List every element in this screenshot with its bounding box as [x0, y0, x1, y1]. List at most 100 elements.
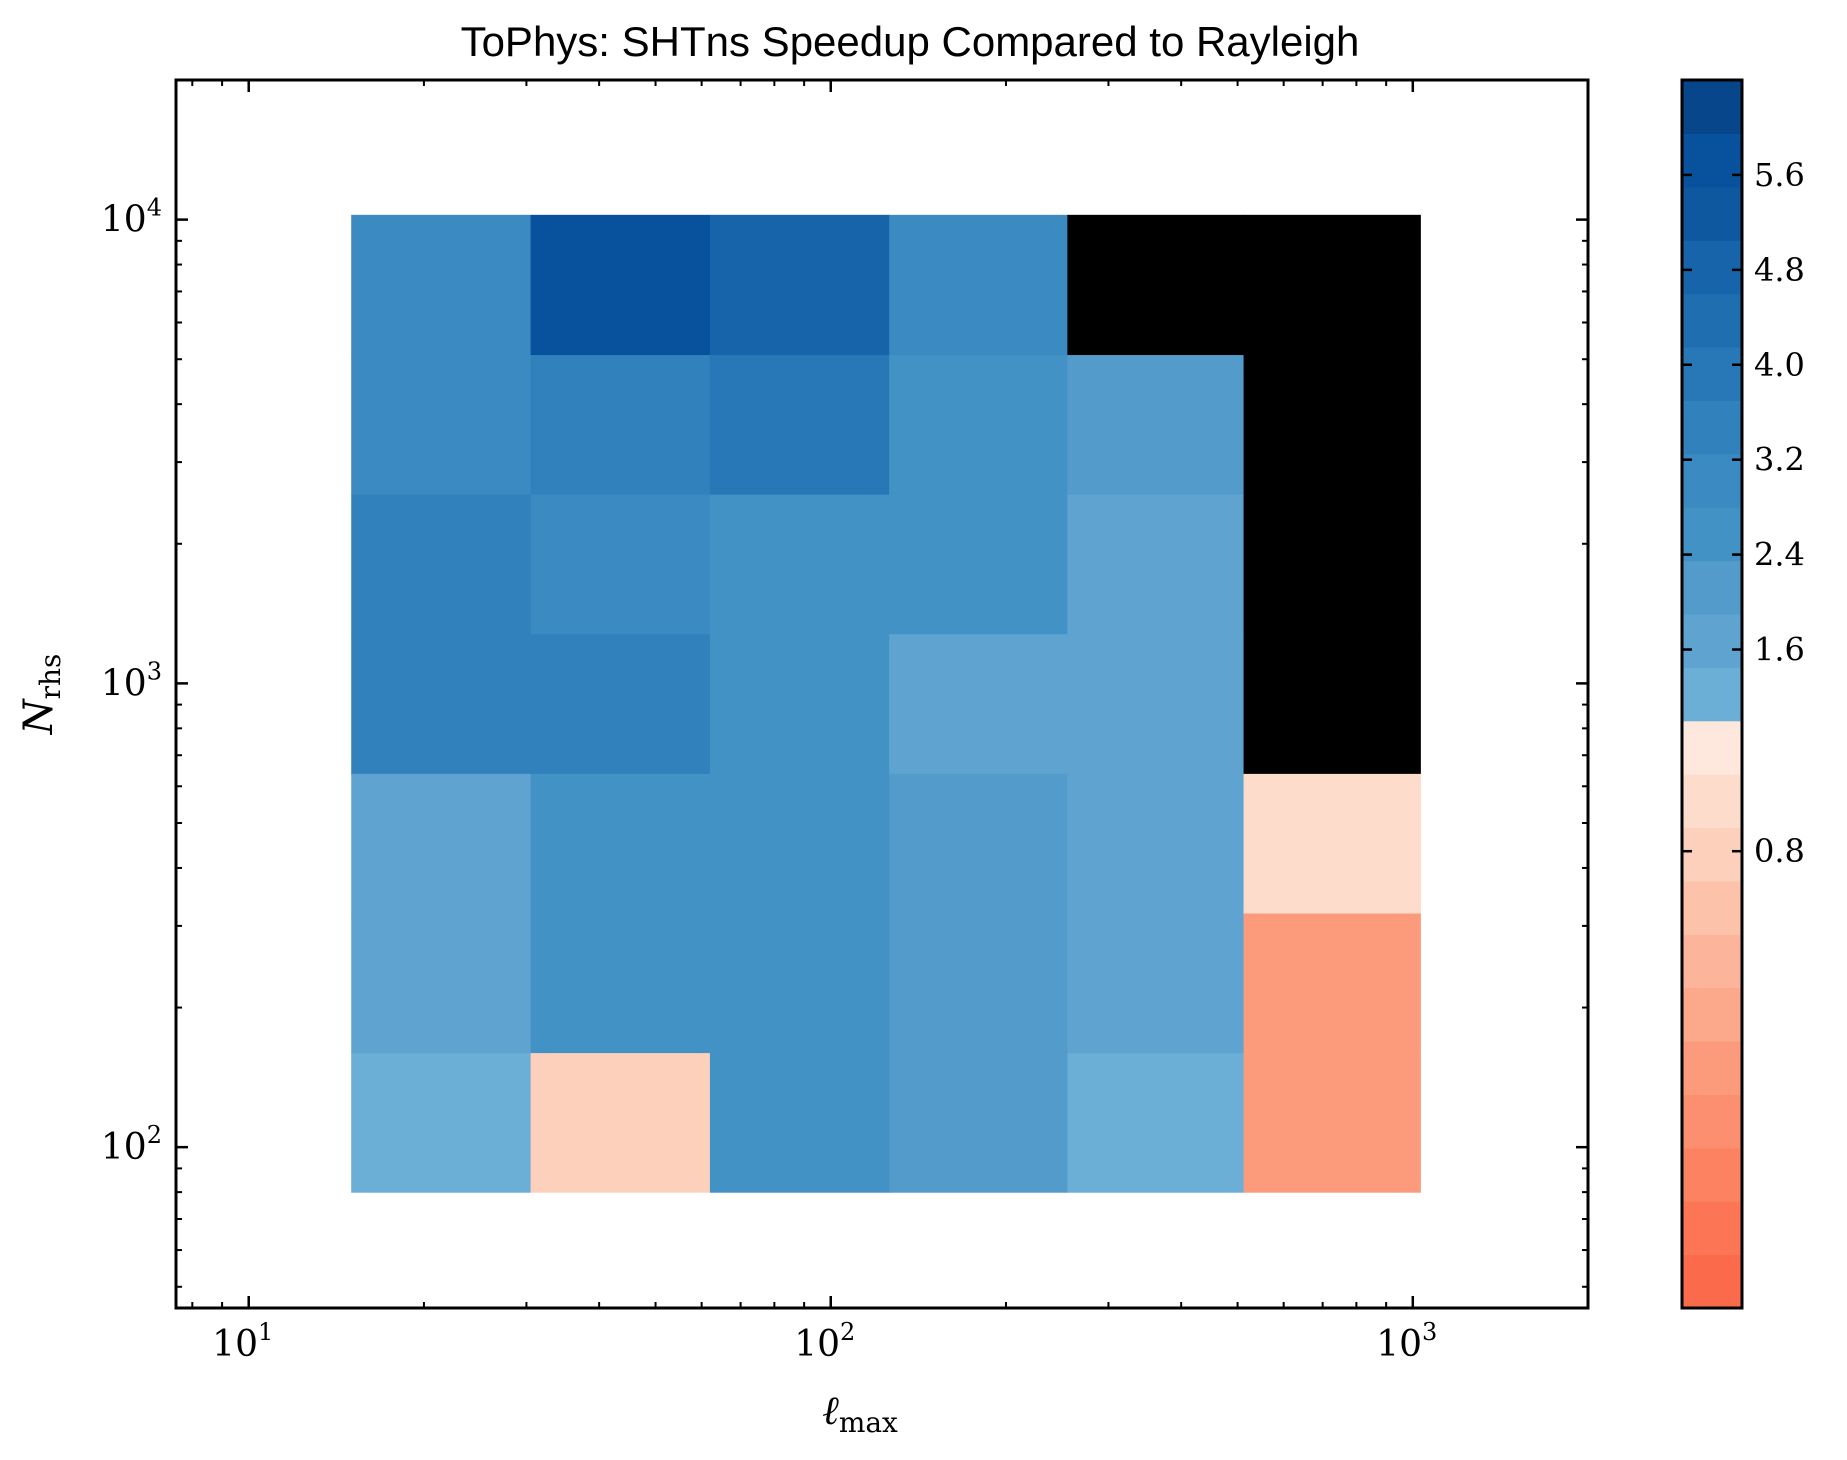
- heatmap-cell: [1243, 494, 1421, 635]
- heatmap-cell: [889, 354, 1068, 495]
- colorbar-segment: [1682, 667, 1742, 722]
- colorbar-segment: [1682, 934, 1742, 989]
- x-tick-label: 103: [1376, 1318, 1437, 1365]
- y-tick-exponent: 3: [147, 657, 162, 685]
- y-tick-base: 10: [101, 200, 147, 241]
- y-tick-label: 104: [101, 194, 162, 241]
- colorbar-ticks: 1.6 2.4 3.2 4.0 4.8 5.6 0.8: [1682, 156, 1805, 870]
- heatmap-cell: [1243, 633, 1421, 774]
- colorbar-segment: [1682, 1041, 1742, 1096]
- x-tick-exponent: 2: [840, 1318, 855, 1346]
- heatmap-cell: [709, 214, 890, 356]
- colorbar-segment: [1682, 987, 1742, 1042]
- colorbar-segments: [1682, 80, 1742, 1309]
- colorbar-segment: [1682, 80, 1742, 134]
- heatmap-cell: [1067, 773, 1245, 914]
- heatmap-cell: [709, 1052, 890, 1193]
- heatmap-cell: [1067, 912, 1245, 1054]
- heatmap-cell: [1243, 773, 1421, 914]
- colorbar-segment: [1682, 1254, 1742, 1309]
- colorbar-tick-label: 4.8: [1754, 251, 1805, 289]
- heatmap-cells: [351, 214, 1421, 1193]
- heatmap-cell: [1243, 354, 1421, 495]
- colorbar-segment: [1682, 346, 1742, 401]
- colorbar-tick-label: 5.6: [1754, 156, 1805, 194]
- heatmap-cell: [1067, 1052, 1245, 1193]
- heatmap-cell: [351, 773, 532, 914]
- colorbar-tick-label: 0.8: [1754, 832, 1805, 870]
- heatmap-cell: [530, 214, 711, 356]
- heatmap-cell: [709, 633, 890, 774]
- heatmap-cell: [351, 1052, 532, 1193]
- y-tick-exponent: 2: [147, 1121, 162, 1149]
- y-axis-label: Nrhs: [16, 654, 67, 736]
- colorbar-segment: [1682, 453, 1742, 508]
- colorbar-frame: [1680, 78, 1744, 1310]
- y-axis-label-sub: rhs: [34, 654, 67, 700]
- heatmap-cell: [889, 633, 1068, 774]
- x-tick-base: 10: [212, 1324, 258, 1365]
- heatmap-cell: [1067, 633, 1245, 774]
- heatmap-cell: [530, 912, 711, 1054]
- colorbar-segment: [1682, 1147, 1742, 1202]
- colorbar-segment: [1682, 186, 1742, 241]
- y-tick-base: 10: [101, 663, 147, 704]
- colorbar-tick-label: 4.0: [1754, 346, 1805, 384]
- y-tick-label: 103: [101, 657, 162, 704]
- heatmap-cell: [351, 214, 532, 356]
- heatmap-cell: [1243, 912, 1421, 1054]
- colorbar-segment: [1682, 1201, 1742, 1256]
- y-tick-base: 10: [101, 1127, 147, 1168]
- colorbar-segment: [1682, 1094, 1742, 1149]
- y-tick-exponent: 4: [147, 194, 162, 222]
- colorbar-segment: [1682, 827, 1742, 882]
- heatmap-cell: [709, 494, 890, 635]
- colorbar-tick-label: 3.2: [1754, 441, 1805, 479]
- heatmap-cell: [1067, 214, 1245, 356]
- heatmap-cell: [530, 773, 711, 914]
- heatmap-cell: [351, 633, 532, 774]
- colorbar-segment: [1682, 293, 1742, 348]
- heatmap-cell: [709, 354, 890, 495]
- heatmap-cell: [889, 1052, 1068, 1193]
- heatmap-cell: [709, 912, 890, 1054]
- y-tick-label: 102: [101, 1121, 162, 1168]
- x-tick-labels: 101 102 103: [212, 1318, 1437, 1365]
- x-tick-exponent: 3: [1422, 1318, 1437, 1346]
- colorbar: 1.6 2.4 3.2 4.0 4.8 5.6 0.8: [1680, 78, 1805, 1310]
- colorbar-segment: [1682, 507, 1742, 562]
- colorbar-tick-label: 2.4: [1754, 536, 1805, 574]
- colorbar-segment: [1682, 720, 1742, 775]
- x-axis-label-sub: max: [839, 1406, 898, 1439]
- heatmap-cell: [889, 773, 1068, 914]
- heatmap-cell: [1243, 214, 1421, 356]
- colorbar-segment: [1682, 880, 1742, 935]
- colorbar-tick-label: 1.6: [1754, 631, 1805, 669]
- heatmap-cell: [530, 633, 711, 774]
- x-tick-label: 102: [794, 1318, 855, 1365]
- chart-title: ToPhys: SHTns Speedup Compared to Raylei…: [461, 18, 1360, 65]
- x-tick-label: 101: [212, 1318, 273, 1365]
- major-ticks: [176, 80, 1588, 1308]
- x-tick-base: 10: [794, 1324, 840, 1365]
- heatmap-cell: [530, 354, 711, 495]
- heatmap-cell: [709, 773, 890, 914]
- x-axis-label: ℓmax: [822, 1388, 898, 1439]
- heatmap-cell: [1243, 1052, 1421, 1193]
- colorbar-segment: [1682, 613, 1742, 668]
- colorbar-segment: [1682, 400, 1742, 455]
- heatmap-cell: [889, 214, 1068, 356]
- x-tick-base: 10: [1376, 1324, 1422, 1365]
- heatmap-cell: [1067, 494, 1245, 635]
- x-tick-exponent: 1: [258, 1318, 273, 1346]
- heatmap-cell: [889, 912, 1068, 1054]
- heatmap-cell: [351, 494, 532, 635]
- heatmap-cell: [889, 494, 1068, 635]
- minor-ticks: [176, 79, 1589, 1308]
- plot-frame: [174, 78, 1590, 1310]
- colorbar-segment: [1682, 133, 1742, 188]
- heatmap-cell: [1067, 354, 1245, 495]
- colorbar-segment: [1682, 240, 1742, 295]
